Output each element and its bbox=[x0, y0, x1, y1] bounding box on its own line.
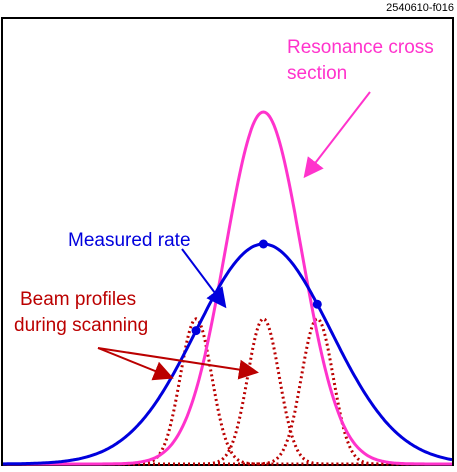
measured-rate-curve bbox=[3, 242, 453, 466]
resonance-arrow bbox=[303, 91, 371, 179]
beam-arrow-left bbox=[97, 347, 174, 381]
beam-profiles-label-line2: during scanning bbox=[14, 315, 148, 336]
beam-profile-curve-3 bbox=[3, 317, 452, 466]
figure-id-label: 2540610-f016 bbox=[386, 2, 454, 14]
plot-frame bbox=[1, 17, 454, 466]
measured-point-1 bbox=[191, 326, 201, 336]
beam-profile-curve-2 bbox=[3, 317, 452, 466]
beam-arrow-right bbox=[97, 347, 259, 380]
measured-rate-label: Measured rate bbox=[68, 230, 191, 251]
resonance-label-line1: Resonance cross bbox=[287, 37, 434, 58]
measured-point-3 bbox=[312, 299, 322, 309]
measured-arrow bbox=[181, 248, 227, 309]
resonance-cross-section-curve bbox=[3, 110, 452, 466]
measured-point-2 bbox=[258, 239, 268, 249]
resonance-label-line2: section bbox=[287, 63, 347, 84]
beam-profile-curve-1 bbox=[3, 317, 452, 466]
beam-profiles-label-line1: Beam profiles bbox=[20, 289, 136, 310]
